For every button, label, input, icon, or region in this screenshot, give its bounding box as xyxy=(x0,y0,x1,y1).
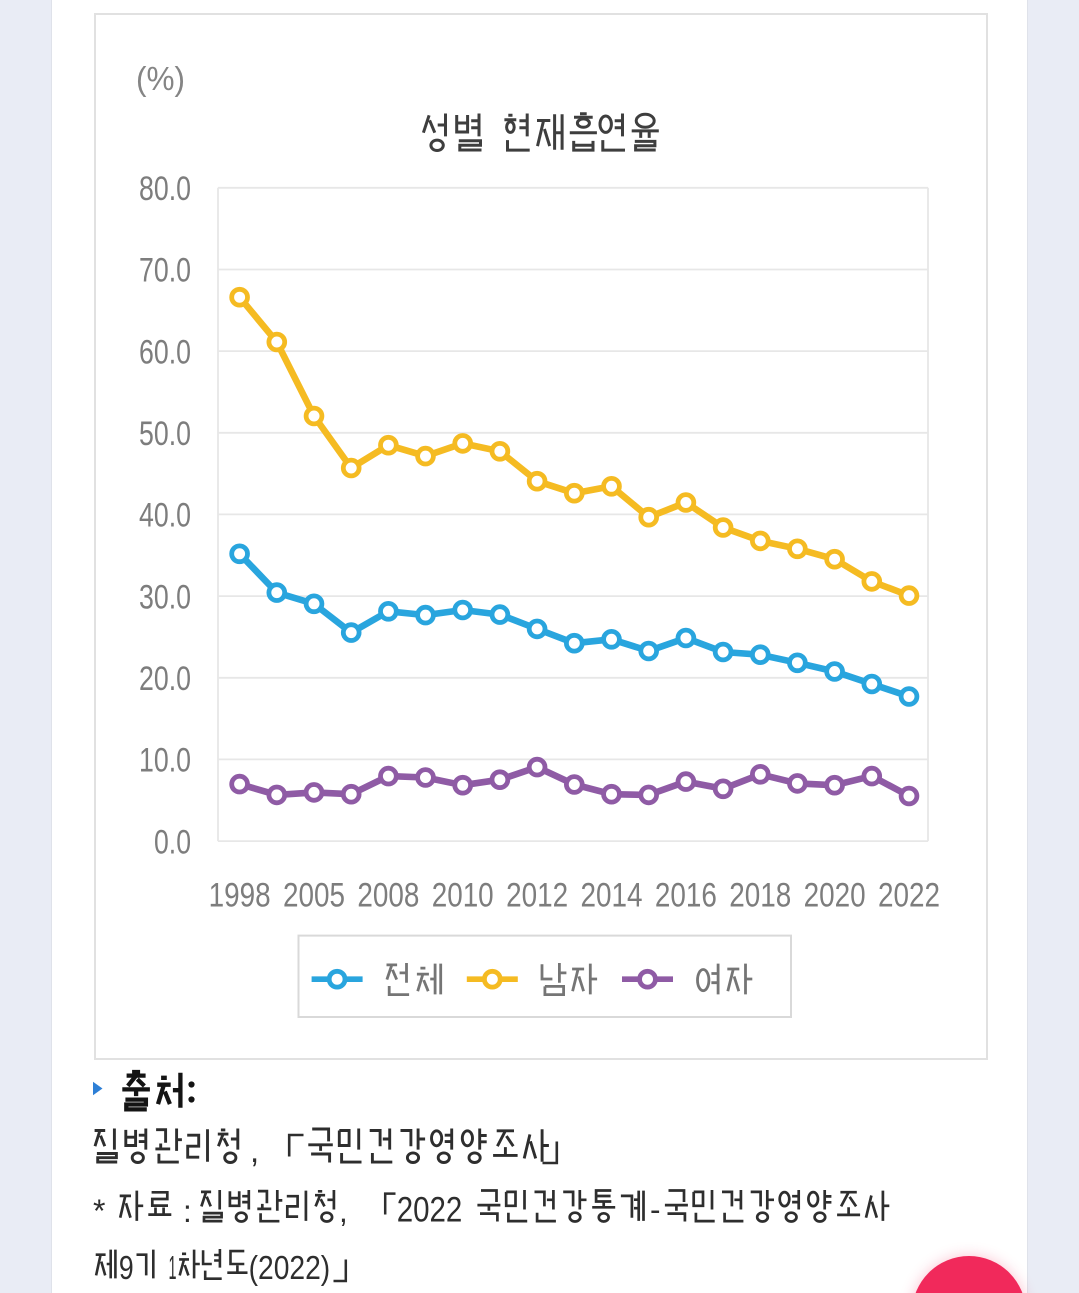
svg-text:2022: 2022 xyxy=(397,1191,463,1230)
svg-text:2012: 2012 xyxy=(506,877,568,915)
svg-text:,: , xyxy=(250,1132,259,1169)
svg-text:-: - xyxy=(650,1191,661,1227)
svg-text:0.0: 0.0 xyxy=(154,823,191,861)
svg-text:1: 1 xyxy=(169,1249,177,1286)
svg-text:2020: 2020 xyxy=(804,877,866,915)
svg-text:60.0: 60.0 xyxy=(139,333,191,371)
svg-text:10.0: 10.0 xyxy=(139,742,191,780)
svg-text:2008: 2008 xyxy=(357,877,419,915)
svg-text:9: 9 xyxy=(119,1249,134,1286)
svg-text:80.0: 80.0 xyxy=(139,170,191,208)
svg-text:2010: 2010 xyxy=(432,877,494,915)
svg-text:2014: 2014 xyxy=(581,877,643,915)
svg-text:,: , xyxy=(339,1193,348,1229)
svg-text:(2022): (2022) xyxy=(249,1249,331,1286)
svg-text:30.0: 30.0 xyxy=(139,578,191,616)
svg-text:50.0: 50.0 xyxy=(139,415,191,453)
svg-text:2018: 2018 xyxy=(729,877,791,915)
svg-text:1998: 1998 xyxy=(209,877,271,915)
svg-text:2005: 2005 xyxy=(283,877,345,915)
svg-text:(%): (%) xyxy=(136,60,185,97)
svg-text:40.0: 40.0 xyxy=(139,497,191,535)
svg-text::: : xyxy=(183,1193,192,1229)
svg-text:2022: 2022 xyxy=(878,877,940,915)
svg-text:70.0: 70.0 xyxy=(139,252,191,290)
svg-text:2016: 2016 xyxy=(655,877,717,915)
svg-text:20.0: 20.0 xyxy=(139,660,191,698)
svg-text:*: * xyxy=(93,1193,105,1229)
